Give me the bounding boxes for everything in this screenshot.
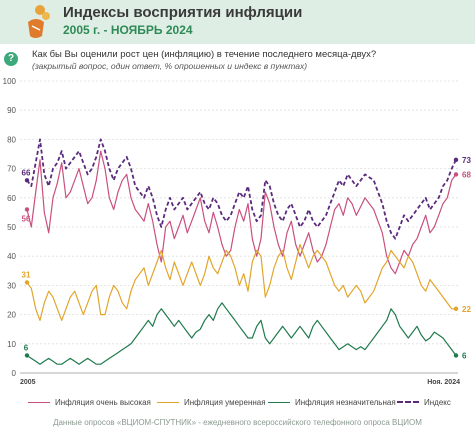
question-note: (закрытый вопрос, один ответ, % опрошенн… [32, 61, 308, 71]
series-line-index [26, 138, 457, 240]
series-end-point-insignificant [453, 353, 459, 358]
series-start-label-moderate: 31 [22, 270, 31, 279]
series-start-point-insignificant [24, 353, 30, 358]
legend-swatch-index [397, 401, 419, 403]
y-tick-label: 60 [7, 194, 16, 203]
inflation-line-chart: 0 10 20 30 40 50 60 70 80 90 100 2005 Ноя. 2024 56 68 3… [3, 77, 472, 386]
legend-item-moderate: Инфляция умеренная [157, 393, 266, 411]
series-end-label-very_high: 68 [462, 170, 471, 179]
legend-label-index: Индекс [424, 397, 451, 407]
legend-item-index: Индекс [397, 393, 451, 411]
y-tick-label: 40 [7, 252, 16, 261]
series-start-point-very_high [24, 207, 30, 212]
y-tick-label: 0 [12, 369, 17, 378]
series-line-insignificant [26, 302, 457, 365]
series-line-very_high [26, 150, 457, 275]
y-tick-label: 100 [3, 77, 17, 86]
legend-swatch-moderate [157, 401, 179, 403]
series-start-point-moderate [24, 280, 30, 285]
page-title: Индексы восприятия инфляции [63, 4, 303, 21]
y-tick-label: 10 [7, 340, 16, 349]
legend-swatch-very-high [28, 401, 50, 403]
question-text: Как бы Вы оценили рост цен (инфляцию) в … [32, 49, 377, 60]
legend-label-moderate: Инфляция умеренная [184, 397, 266, 407]
series-end-point-index [453, 157, 459, 163]
series-start-label-index: 66 [22, 168, 31, 177]
y-tick-label: 90 [7, 106, 16, 115]
series-end-label-moderate: 22 [462, 305, 471, 314]
header-bar: Индексы восприятия инфляции 2005 г. - НО… [0, 0, 475, 44]
series-start-label-very_high: 56 [22, 214, 31, 223]
y-tick-label: 30 [7, 281, 16, 290]
legend-label-insignificant: Инфляция незначительная [295, 397, 396, 407]
y-tick-label: 70 [7, 165, 16, 174]
page-subtitle: 2005 г. - НОЯБРЬ 2024 [63, 23, 193, 37]
series-end-point-very_high [453, 172, 459, 177]
legend-item-very-high: Инфляция очень высокая [28, 393, 151, 411]
series-line-moderate [26, 243, 456, 321]
chart-legend: Инфляция очень высокая Инфляция умеренна… [0, 393, 475, 411]
x-tick-label-end: Ноя. 2024 [427, 379, 460, 386]
legend-swatch-insignificant [268, 401, 290, 403]
legend-item-insignificant: Инфляция незначительная [268, 393, 396, 411]
x-tick-label-start: 2005 [20, 379, 36, 386]
series-start-label-insignificant: 6 [24, 343, 29, 352]
question-mark-icon: ? [4, 52, 18, 66]
series-end-label-insignificant: 6 [462, 351, 467, 360]
footer-source-note: Данные опросов «ВЦИОМ-СПУТНИК» - ежеднев… [53, 418, 422, 427]
legend-label-very-high: Инфляция очень высокая [55, 397, 151, 407]
y-tick-label: 50 [7, 223, 16, 232]
wallet-coins-icon [28, 5, 50, 38]
series-start-point-index [24, 178, 30, 183]
series-end-point-moderate [453, 306, 459, 311]
y-tick-label: 20 [7, 311, 16, 320]
series-end-label-index: 73 [462, 156, 471, 165]
y-tick-label: 80 [7, 135, 16, 144]
